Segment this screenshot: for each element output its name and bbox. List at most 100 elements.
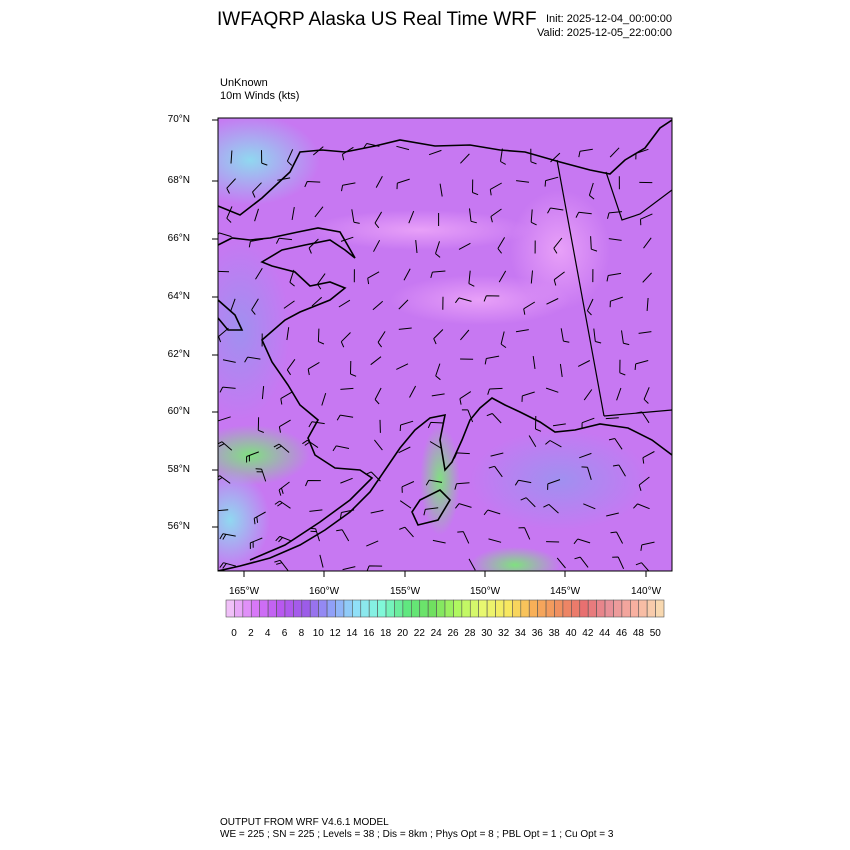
wind-barb — [319, 554, 324, 568]
colorbar-box — [335, 599, 345, 618]
colorbar-box — [343, 599, 353, 618]
wind-barb — [633, 503, 650, 510]
wind-barb — [553, 237, 563, 254]
colorbar-box — [284, 599, 294, 618]
wind-barb — [454, 297, 472, 304]
wind-barb — [278, 419, 291, 433]
colorbar-box — [630, 599, 640, 618]
wind-barb — [552, 423, 566, 427]
wind-barb — [486, 413, 502, 424]
wind-barb — [574, 556, 589, 568]
wind-barb — [518, 527, 531, 540]
wind-barb — [472, 179, 479, 196]
colorbar-box — [587, 599, 597, 618]
wind-barb — [277, 177, 291, 181]
wind-barb — [586, 298, 594, 316]
wind-barb — [273, 443, 290, 453]
lon-tick-label: 155°W — [389, 586, 421, 597]
wind-barb — [490, 452, 504, 457]
wind-barb — [425, 479, 443, 486]
lat-tick-label: 58°N — [167, 464, 190, 475]
wind-barb — [401, 481, 415, 493]
wind-barb — [314, 206, 324, 218]
wind-barb — [560, 328, 570, 343]
wind-barb — [619, 359, 626, 376]
lat-tick-label: 66°N — [167, 233, 190, 244]
wind-barb — [469, 208, 477, 224]
wind-barb — [575, 211, 592, 218]
wind-barb — [280, 391, 293, 405]
wind-barb — [340, 236, 354, 242]
wind-barb — [545, 387, 559, 393]
wind-barb — [634, 360, 649, 370]
colorbar-box — [293, 599, 303, 618]
wind-barb — [423, 507, 439, 516]
footer-config: WE = 225 ; SN = 225 ; Levels = 38 ; Dis … — [220, 829, 614, 840]
colorbar-box — [419, 599, 429, 618]
wind-barb — [530, 148, 537, 165]
wind-barb — [366, 540, 379, 547]
wind-barb — [530, 270, 533, 284]
wind-barb — [458, 242, 471, 250]
wind-barb — [332, 445, 350, 452]
wind-barb — [374, 211, 383, 229]
colorbar-label: 28 — [464, 628, 476, 639]
colorbar-box — [377, 599, 387, 618]
wind-barb — [621, 330, 630, 346]
colorbar-box — [512, 599, 522, 618]
wind-barb — [498, 270, 507, 283]
colorbar-label: 22 — [413, 628, 425, 639]
wind-barb — [455, 503, 472, 509]
colorbar-label: 20 — [396, 628, 409, 639]
wind-barb — [362, 143, 380, 149]
wind-barb — [370, 509, 384, 514]
colorbar-label: 46 — [615, 628, 628, 639]
wind-barb — [535, 415, 542, 432]
colorbar-box — [571, 599, 581, 618]
colorbar-box — [478, 599, 488, 618]
wind-barb — [431, 393, 445, 397]
colorbar-box — [646, 599, 656, 618]
colorbar-label: 48 — [632, 628, 644, 639]
wind-barb — [468, 558, 476, 571]
colorbar-box — [394, 599, 404, 618]
wind-barb — [543, 503, 559, 514]
wind-barb — [336, 529, 350, 542]
wind-barb — [370, 356, 382, 366]
wind-barb — [550, 152, 561, 163]
wind-barb — [522, 573, 533, 581]
colorbar-label: 6 — [281, 628, 288, 639]
wind-barb — [435, 363, 441, 381]
wind-barb — [484, 355, 500, 365]
page-title: IWFAQRP Alaska US Real Time WRF — [217, 9, 537, 30]
wind-barb — [606, 512, 619, 517]
wind-barb — [246, 451, 259, 463]
wind-barb — [573, 538, 591, 545]
wind-barb — [459, 391, 472, 405]
wind-barb — [286, 149, 294, 166]
colorbar-box — [326, 599, 336, 618]
wind-barb — [500, 331, 507, 349]
colorbar-box — [385, 599, 395, 618]
colorbar-box — [318, 599, 328, 618]
colorbar-label: 34 — [514, 628, 526, 639]
wind-barb — [251, 298, 259, 315]
footer-model: OUTPUT FROM WRF V4.6.1 MODEL — [220, 817, 389, 828]
wind-barb — [432, 539, 446, 544]
wind-barb — [399, 500, 412, 509]
colorbar-box — [469, 599, 479, 618]
wind-barb — [219, 533, 236, 540]
wind-barb — [453, 452, 470, 459]
colorbar-box — [352, 599, 362, 618]
wind-barb — [635, 411, 650, 424]
colorbar-box — [427, 599, 437, 618]
wind-barb — [289, 269, 295, 287]
lon-tick-label: 140°W — [630, 586, 662, 597]
wind-barb — [497, 237, 506, 254]
colorbar-label: 30 — [481, 628, 493, 639]
wind-barb — [367, 271, 380, 285]
wind-barb — [342, 566, 356, 571]
wind-barb — [530, 209, 537, 226]
wind-barb — [643, 237, 652, 249]
wind-barb — [553, 271, 565, 286]
